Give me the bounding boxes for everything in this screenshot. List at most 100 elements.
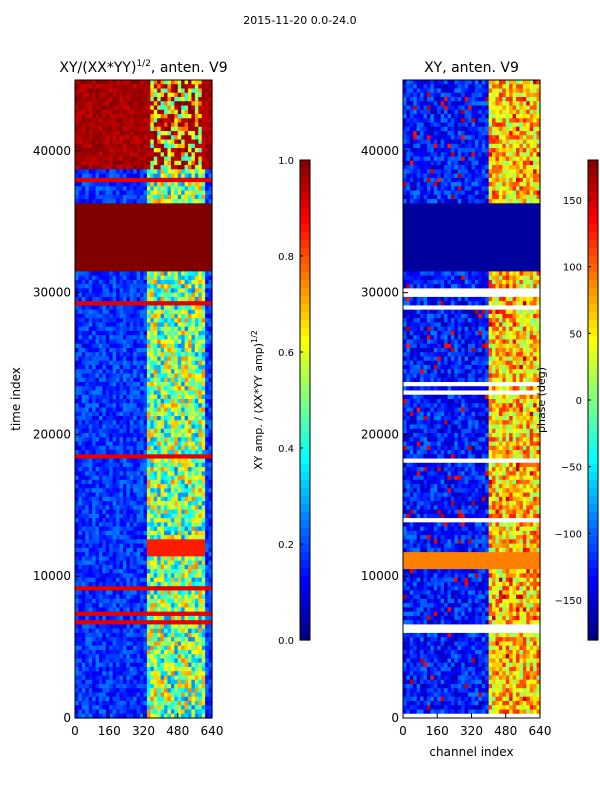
heatmap-cell — [119, 216, 124, 221]
heatmap-cell — [78, 309, 83, 315]
heatmap-cell — [122, 386, 127, 392]
heatmap-cell — [133, 279, 138, 285]
heatmap-cell — [119, 148, 124, 153]
heatmap-cell — [153, 416, 158, 421]
heatmap-cell — [150, 539, 155, 545]
heatmap-cell — [105, 156, 110, 162]
heatmap-cell — [160, 118, 165, 124]
heatmap-cell — [136, 250, 141, 255]
heatmap-cell — [167, 509, 172, 515]
heatmap-cell — [157, 603, 162, 609]
heatmap-cell — [143, 258, 148, 264]
heatmap-cell — [184, 577, 189, 583]
heatmap-cell — [126, 399, 131, 404]
heatmap-cell — [129, 543, 134, 549]
heatmap-cell — [177, 484, 182, 489]
heatmap-cell — [170, 199, 175, 204]
heatmap-cell — [143, 233, 148, 238]
heatmap-cell — [133, 288, 138, 294]
heatmap-cell — [105, 97, 110, 102]
heatmap-cell — [85, 339, 90, 345]
heatmap-cell — [191, 156, 196, 162]
heatmap-cell — [109, 92, 114, 98]
heatmap-cell — [112, 547, 117, 553]
heatmap-cell — [140, 203, 145, 209]
heatmap-cell — [150, 475, 155, 481]
heatmap-cell — [205, 169, 210, 175]
heatmap-cell — [122, 539, 127, 545]
heatmap-cell — [78, 467, 83, 472]
heatmap-cell — [81, 220, 86, 226]
heatmap-cell — [140, 594, 145, 600]
heatmap-cell — [167, 433, 172, 438]
heatmap-cell — [177, 424, 182, 430]
heatmap-cell — [119, 462, 124, 468]
heatmap-cell — [191, 564, 196, 570]
heatmap-cell — [109, 539, 114, 545]
heatmap-cell — [157, 471, 162, 477]
heatmap-cell — [122, 416, 127, 421]
heatmap-cell — [88, 394, 93, 400]
heatmap-cell — [112, 581, 117, 587]
heatmap-cell — [157, 437, 162, 443]
heatmap-cell — [174, 373, 179, 379]
heatmap-cell — [160, 114, 165, 119]
heatmap-cell — [109, 194, 114, 200]
heatmap-cell — [174, 381, 179, 387]
heatmap-cell — [205, 364, 210, 370]
heatmap-cell — [205, 207, 210, 213]
heatmap-cell — [102, 203, 107, 209]
heatmap-cell — [129, 296, 134, 302]
heatmap-cell — [126, 152, 131, 158]
heatmap-cell — [102, 118, 107, 124]
heatmap-cell — [181, 467, 186, 472]
heatmap-cell — [146, 194, 151, 200]
heatmap-cell — [146, 547, 151, 553]
heatmap-cell — [122, 88, 127, 94]
heatmap-cell — [105, 237, 110, 243]
heatmap-cell — [160, 475, 165, 481]
heatmap-cell — [150, 441, 155, 447]
heatmap-cell — [184, 552, 189, 557]
heatmap-cell — [188, 501, 193, 506]
heatmap-cell — [119, 122, 124, 128]
heatmap-cell — [85, 84, 90, 90]
heatmap-cell — [133, 271, 138, 277]
heatmap-cell — [194, 322, 199, 328]
heatmap-cell — [75, 518, 80, 523]
heatmap-cell — [85, 364, 90, 370]
heatmap-cell — [122, 165, 127, 170]
heatmap-cell — [174, 356, 179, 362]
heatmap-cell — [109, 475, 114, 481]
heatmap-cell — [143, 186, 148, 192]
heatmap-cell — [136, 462, 141, 468]
heatmap-cell — [153, 581, 158, 587]
heatmap-cell — [136, 607, 141, 613]
heatmap-cell — [75, 139, 80, 145]
heatmap-cell — [85, 407, 90, 413]
heatmap-cell — [174, 450, 179, 455]
heatmap-cell — [75, 152, 80, 158]
heatmap-cell — [81, 505, 86, 511]
heatmap-cell — [116, 577, 121, 583]
heatmap-cell — [136, 190, 141, 196]
heatmap-cell — [146, 373, 151, 379]
heatmap-cell — [188, 539, 193, 545]
heatmap-cell — [75, 177, 80, 183]
heatmap-cell — [78, 182, 83, 187]
heatmap-cell — [92, 454, 97, 460]
heatmap-cell — [194, 267, 199, 272]
heatmap-cell — [146, 394, 151, 400]
heatmap-cell — [205, 182, 210, 187]
heatmap-cell — [150, 309, 155, 315]
heatmap-cell — [191, 535, 196, 540]
heatmap-cell — [205, 271, 210, 277]
heatmap-cell — [95, 233, 100, 238]
heatmap-cell — [133, 547, 138, 553]
heatmap-cell — [109, 80, 114, 85]
heatmap-cell — [174, 420, 179, 426]
heatmap-cell — [157, 109, 162, 115]
heatmap-cell — [205, 173, 210, 179]
heatmap-cell — [133, 228, 138, 234]
heatmap-cell — [92, 190, 97, 196]
